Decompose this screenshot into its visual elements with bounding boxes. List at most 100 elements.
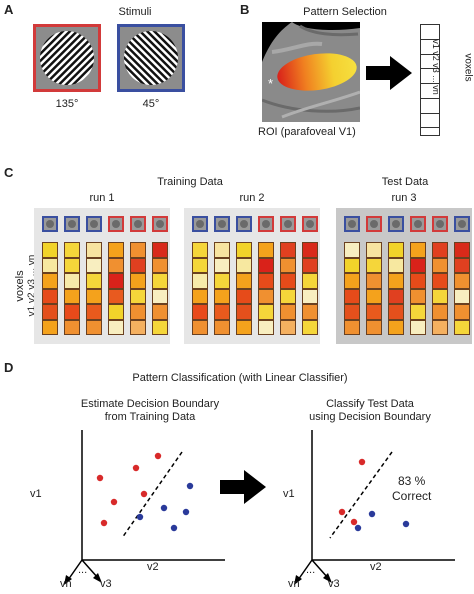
run-label: run 1: [89, 192, 115, 204]
voxel-cell: [454, 273, 470, 289]
stimulus-thumbnail: [236, 216, 252, 232]
train-point-red: [140, 490, 148, 498]
voxel-cell: [42, 273, 58, 289]
voxel-cell: [42, 242, 58, 258]
voxel-cell: [236, 257, 252, 273]
voxel-cell: [280, 304, 296, 320]
voxel-cell: [388, 257, 404, 273]
voxel-cell: [42, 319, 58, 335]
voxel-cell: [236, 319, 252, 335]
right-axis-vn: vn: [288, 578, 300, 590]
voxel-cell: [64, 304, 80, 320]
voxel-cell: [192, 304, 208, 320]
voxel-cell: [388, 242, 404, 258]
test-point-blue: [402, 520, 410, 528]
voxel-cell: [42, 288, 58, 304]
stimulus-thumbnail: [280, 216, 296, 232]
voxel-cell: [388, 304, 404, 320]
stimulus-thumbnail: [86, 216, 102, 232]
right-axis-v3: v3: [328, 578, 340, 590]
voxel-cell: [366, 304, 382, 320]
train-point-blue: [182, 508, 190, 516]
voxel-cell: [410, 319, 426, 335]
voxel-cell: [366, 242, 382, 258]
voxel-cell: [258, 288, 274, 304]
stimulus-45-label: 45°: [142, 98, 160, 110]
voxel-cell: [130, 319, 146, 335]
left-plot-title-line2: from Training Data: [104, 411, 196, 423]
right-axis-v1: v1: [283, 488, 295, 500]
voxel-cell: [192, 257, 208, 273]
voxel-cell: [366, 288, 382, 304]
right-scatter-plot: [294, 430, 455, 585]
stimulus-thumbnail: [344, 216, 360, 232]
stimulus-thumbnail: [432, 216, 448, 232]
train-point-blue: [186, 482, 194, 490]
roi-brain-image: *: [262, 22, 360, 122]
test-data-title: Test Data: [381, 176, 429, 188]
arrow-right-icon: [366, 56, 412, 90]
left-axis-v1: v1: [30, 488, 42, 500]
train-point-blue: [170, 524, 178, 532]
voxel-cell: [280, 288, 296, 304]
roi-star: *: [268, 76, 273, 91]
train-point-red: [154, 452, 162, 460]
voxel-cell: [152, 304, 168, 320]
right-axis-v2: v2: [370, 561, 382, 573]
voxel-cell: [258, 304, 274, 320]
panel-b-title: Pattern Selection: [303, 6, 387, 18]
voxel-cell: [454, 242, 470, 258]
training-data-title: Training Data: [157, 176, 223, 188]
voxel-cell: [86, 319, 102, 335]
voxel-cell: [410, 257, 426, 273]
voxel-cell: [108, 304, 124, 320]
voxel-cell: [258, 319, 274, 335]
test-point-blue: [354, 524, 362, 532]
voxel-cell: [258, 273, 274, 289]
run-label: run 2: [239, 192, 265, 204]
voxel-cell: [410, 304, 426, 320]
voxel-cell: [280, 319, 296, 335]
voxel-cell: [64, 288, 80, 304]
voxel-cell: [214, 304, 230, 320]
arrow-right-icon: [220, 470, 266, 504]
voxel-cell: [236, 288, 252, 304]
voxel-cell: [280, 242, 296, 258]
voxel-cell: [130, 273, 146, 289]
voxel-cell: [192, 288, 208, 304]
voxel-cell: [214, 273, 230, 289]
stimulus-thumbnail: [192, 216, 208, 232]
voxel-cell: [130, 242, 146, 258]
train-point-blue: [136, 513, 144, 521]
voxel-cell: [64, 257, 80, 273]
stimulus-thumbnail: [152, 216, 168, 232]
test-point-red: [338, 508, 346, 516]
voxel-cell: [344, 319, 360, 335]
stimulus-thumbnail: [42, 216, 58, 232]
voxel-cell: [410, 273, 426, 289]
train-point-red: [110, 498, 118, 506]
voxel-cell: [280, 257, 296, 273]
stimulus-thumbnail: [130, 216, 146, 232]
run-box: [184, 208, 320, 344]
voxel-cell: [302, 242, 318, 258]
voxel-cell: [344, 273, 360, 289]
voxel-cell: [152, 319, 168, 335]
train-point-red: [132, 464, 140, 472]
voxel-cell: [64, 273, 80, 289]
voxel-cell: [214, 257, 230, 273]
voxel-cell: [214, 288, 230, 304]
voxel-cell: [108, 242, 124, 258]
right-plot-title-line2: using Decision Boundary: [309, 411, 431, 423]
voxel-cell: [388, 273, 404, 289]
voxel-cell: [86, 273, 102, 289]
voxel-cell: [432, 257, 448, 273]
voxel-cell: [344, 304, 360, 320]
voxel-cell: [388, 288, 404, 304]
left-axis-v2: v2: [147, 561, 159, 573]
voxel-cell: [454, 304, 470, 320]
voxel-cell: [366, 273, 382, 289]
panel-c-voxels-label: voxels: [14, 270, 26, 302]
train-point-blue: [160, 504, 168, 512]
voxel-cell: [86, 304, 102, 320]
